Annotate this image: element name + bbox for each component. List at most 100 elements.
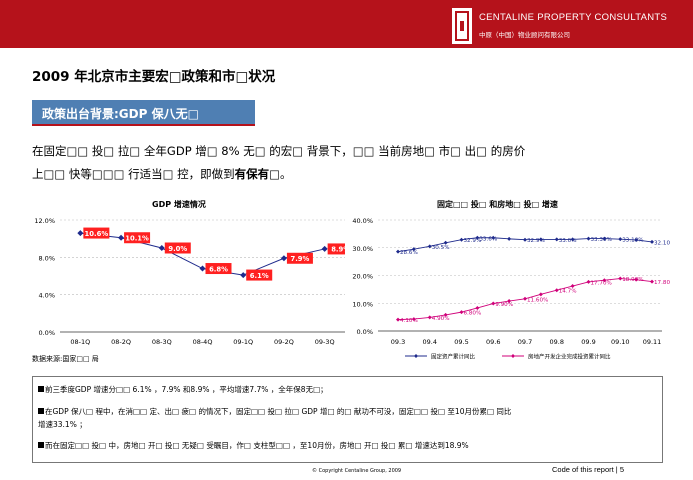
body-line-2-emphasis: 有保有□ <box>234 167 281 181</box>
data-label: 33.30% <box>591 237 612 243</box>
data-label-background <box>124 232 151 244</box>
data-label-background <box>327 243 345 255</box>
bullet-square-icon <box>38 386 44 392</box>
data-label: 32.9% <box>527 238 545 244</box>
data-label: 4.90% <box>432 316 450 322</box>
bullet-square-icon <box>38 442 44 448</box>
data-label: 17.70% <box>591 280 612 286</box>
data-label: 6.1% <box>250 272 269 280</box>
centaline-logo-icon <box>452 8 472 44</box>
note-text: 在GDP 保八□ 程中，在消□□ 定、出□ 疲□ 的情况下，固定□□ 投□ 拉□… <box>45 407 512 416</box>
series-point <box>586 236 591 241</box>
series-point <box>634 237 639 242</box>
series-point <box>475 305 480 310</box>
series-point <box>586 279 591 284</box>
data-label: 6.8% <box>209 265 228 273</box>
y-tick-label: 8.0% <box>38 254 55 262</box>
x-tick-label: 09.4 <box>423 338 437 346</box>
data-label: 17.80% <box>654 280 670 286</box>
brand-name-english: CENTALINE PROPERTY CONSULTANTS <box>479 12 668 23</box>
gdp-point <box>118 234 125 241</box>
series-point <box>491 301 496 306</box>
gdp-point <box>199 265 206 272</box>
notes-box: 前三季度GDP 增速分□□ 6.1% ，7.9% 和8.9% ，平均增速7.7%… <box>32 376 663 463</box>
series-point <box>570 237 575 242</box>
brand-name-chinese: 中原（中国）物业顾问有限公司 <box>479 31 570 39</box>
x-tick-label: 09.10 <box>611 338 630 346</box>
data-label: 14.7% <box>559 289 577 295</box>
y-tick-label: 0.0% <box>356 328 373 336</box>
series-point <box>396 317 400 322</box>
series-point <box>427 244 432 249</box>
note-item-continued: 增速33.1% ； <box>38 419 87 430</box>
gdp-point <box>77 230 84 237</box>
y-tick-label: 4.0% <box>38 292 55 300</box>
x-tick-label: 09.3 <box>391 338 405 346</box>
x-tick-label: 09.6 <box>486 338 500 346</box>
chart-1-title: GDP 增速情况 <box>152 200 206 209</box>
section-label-bar: 政策出台背景:GDP 保八无□ <box>32 100 255 126</box>
series-point <box>618 276 623 281</box>
x-tick-label: 09.7 <box>518 338 532 346</box>
series-point <box>459 310 464 315</box>
data-label: 33.0% <box>559 238 577 244</box>
note-text: 而在固定□□ 投□ 中，房地□ 开□ 投□ 无疑□ 受瞩目，作□ 支柱型□□ ，… <box>45 441 469 450</box>
note-text: 前三季度GDP 增速分□□ 6.1% ，7.9% 和8.9% ，平均增速7.7%… <box>45 385 328 394</box>
x-tick-label: 09-3Q <box>315 338 335 346</box>
y-tick-label: 0.0% <box>38 329 55 337</box>
chart-2-title: 固定□□ 投□ 和房地□ 投□ 增速 <box>437 200 558 209</box>
note-item: 前三季度GDP 增速分□□ 6.1% ，7.9% 和8.9% ，平均增速7.7%… <box>38 384 328 395</box>
data-source: 数据来源:国家□□ 局 <box>32 355 99 363</box>
data-label: 30.5% <box>432 245 450 251</box>
note-item: 在GDP 保八□ 程中，在消□□ 定、出□ 疲□ 的情况下，固定□□ 投□ 拉□… <box>38 406 511 417</box>
x-tick-label: 08-1Q <box>70 338 90 346</box>
investment-growth-chart: 0.0% 10.0% 20.0% 30.0% 40.0% 09.3 09.4 09.5 09.6… <box>352 217 670 361</box>
series-point <box>634 277 639 282</box>
series-point <box>538 292 543 297</box>
series-point <box>523 237 527 242</box>
gdp-point <box>321 245 328 252</box>
series-point <box>602 278 607 283</box>
data-label-background <box>205 263 232 275</box>
x-tick-label: 09.11 <box>643 338 662 346</box>
legend-label: 固定资产累计同比 <box>431 353 476 361</box>
data-label: 10.6% <box>85 230 109 238</box>
body-line-2-end: 。 <box>280 167 292 181</box>
gdp-point <box>280 255 287 262</box>
legend-label: 房地产开发企业完成投资累计同比 <box>528 353 611 361</box>
page-title: 2009 年北京市主要宏□政策和市□状况 <box>32 69 276 85</box>
data-label: 9.0% <box>168 245 187 253</box>
data-label: 32.9% <box>464 238 482 244</box>
copyright: © Copyright Centaline Group, 2009 <box>312 468 402 474</box>
legend-marker <box>511 354 515 358</box>
series-point <box>411 247 416 252</box>
x-tick-label: 09.5 <box>454 338 468 346</box>
x-tick-label: 09-1Q <box>233 338 253 346</box>
series-point <box>650 239 654 244</box>
series-point <box>507 236 512 241</box>
x-tick-label: 08-2Q <box>111 338 131 346</box>
data-label: 11.60% <box>527 297 548 303</box>
data-label: 4.10% <box>400 318 418 324</box>
data-label-background <box>83 227 110 239</box>
series-point <box>491 235 496 240</box>
data-label: 10.1% <box>125 235 149 243</box>
data-label-background <box>164 242 191 254</box>
x-tick-label: 09-2Q <box>274 338 294 346</box>
body-line-2-text: 上□□ 快等□□□ 行适当□ 控，即做到 <box>32 167 235 181</box>
data-label: 18.90% <box>622 277 643 283</box>
data-label-background <box>286 252 313 264</box>
series-point <box>411 317 416 322</box>
series-point <box>554 237 559 242</box>
gdp-growth-chart: 0.0% 4.0% 8.0% 12.0% 08-1Q 08-2Q 08-3Q 08-4Q 09-… <box>34 217 345 346</box>
y-tick-label: 20.0% <box>352 273 373 281</box>
data-label: 28.6% <box>400 250 418 256</box>
gdp-point <box>158 245 165 251</box>
section-label: 政策出台背景:GDP 保八无□ <box>42 107 199 121</box>
data-label: 7.9% <box>290 255 309 263</box>
bullet-square-icon <box>38 408 44 414</box>
series-point <box>538 237 543 242</box>
data-label: 6.80% <box>464 311 482 317</box>
series-point <box>507 299 512 304</box>
series-point <box>602 236 607 241</box>
